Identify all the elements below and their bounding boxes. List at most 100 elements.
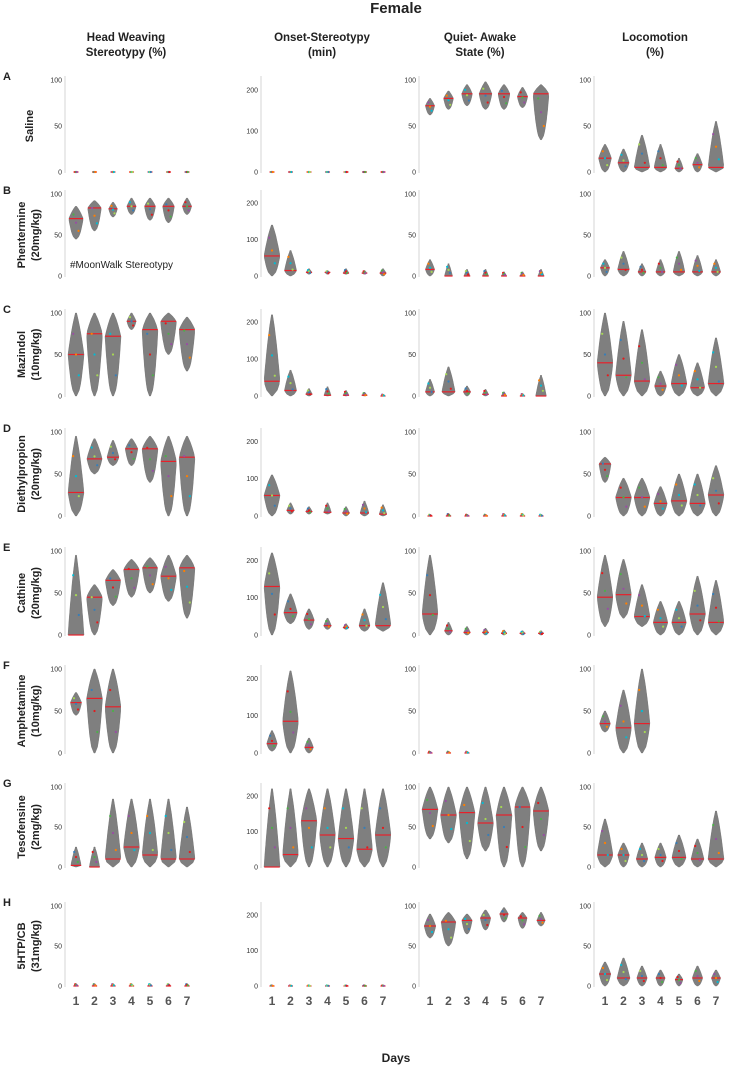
data-point — [272, 744, 275, 748]
data-point — [114, 595, 117, 598]
column-header-head_weaving-line2: Stereotypy (%) — [86, 47, 167, 59]
data-point — [90, 446, 93, 449]
data-point — [713, 972, 716, 976]
day-tick-1: 1 — [73, 994, 80, 1008]
data-point — [657, 262, 661, 265]
data-point — [675, 363, 678, 366]
data-point — [93, 855, 96, 859]
data-point — [427, 262, 430, 265]
data-point — [523, 923, 526, 926]
data-point — [109, 332, 112, 335]
row-label-line1: Mazindol — [16, 331, 28, 378]
data-point — [675, 841, 678, 845]
data-point — [131, 984, 134, 987]
data-point — [467, 273, 470, 276]
data-point — [717, 620, 720, 623]
data-point — [127, 814, 130, 818]
y-tick-label: 50 — [583, 472, 591, 479]
data-point — [603, 589, 607, 593]
data-point — [677, 493, 681, 497]
data-point — [345, 393, 349, 396]
data-point — [642, 859, 646, 863]
data-point — [273, 504, 276, 507]
day-tick-5: 5 — [676, 994, 683, 1008]
data-point — [465, 389, 469, 393]
y-tick-label: 0 — [254, 514, 258, 521]
data-point — [447, 380, 450, 383]
data-point — [383, 273, 386, 276]
data-point — [505, 845, 508, 849]
data-point — [657, 376, 660, 379]
y-tick-label: 0 — [587, 274, 591, 281]
data-point — [445, 94, 448, 97]
data-point — [622, 357, 625, 360]
data-point — [268, 572, 271, 575]
data-point — [625, 376, 628, 379]
data-point — [449, 387, 452, 390]
day-tick-3: 3 — [110, 994, 117, 1008]
y-tick-label: 50 — [583, 825, 591, 832]
panel-grid: 0 50 100 0 100 200 0 50 100 0 50 100 0 50 100 0 100 200 0 5… — [50, 76, 725, 991]
y-tick-label: 100 — [404, 311, 416, 318]
data-point — [90, 688, 93, 692]
data-point — [643, 615, 646, 618]
data-point — [447, 928, 450, 931]
row-letter-C: C — [3, 304, 11, 316]
data-point — [379, 593, 382, 597]
data-point — [639, 969, 642, 973]
panel-C-onset: 0 100 200 — [246, 309, 386, 401]
data-point — [603, 841, 607, 845]
y-tick-label: 50 — [583, 352, 591, 359]
row-label-line2: (2mg/kg) — [30, 804, 42, 850]
panel-H-locomotion: 0 50 100 — [579, 902, 721, 991]
data-point — [540, 514, 543, 517]
data-point — [445, 373, 448, 376]
y-tick-label: 0 — [412, 394, 416, 401]
day-tick-2: 2 — [620, 994, 627, 1008]
data-point — [677, 849, 681, 853]
data-point — [619, 338, 622, 342]
y-tick-label: 100 — [404, 78, 416, 85]
data-point — [643, 378, 646, 381]
y-tick-label: 100 — [50, 549, 62, 556]
panel-F-locomotion: 0 50 100 — [579, 665, 651, 758]
data-point — [619, 573, 622, 576]
y-tick-label: 100 — [579, 430, 591, 437]
data-point — [381, 509, 385, 512]
row-letter-H: H — [3, 897, 11, 909]
data-point — [483, 628, 486, 632]
data-point — [270, 494, 274, 497]
y-tick-label: 100 — [50, 78, 62, 85]
data-point — [146, 814, 149, 818]
data-point — [133, 586, 136, 589]
data-point — [148, 574, 152, 577]
data-point — [329, 846, 332, 849]
data-point — [167, 332, 170, 335]
data-point — [164, 814, 167, 818]
data-point — [292, 731, 295, 734]
data-point — [286, 690, 289, 693]
data-point — [95, 222, 98, 225]
data-point — [659, 500, 662, 503]
y-tick-label: 50 — [54, 472, 62, 479]
data-point — [364, 394, 367, 397]
data-point — [712, 351, 715, 354]
data-point — [698, 166, 701, 169]
data-point — [521, 96, 524, 99]
data-point — [696, 604, 699, 607]
data-point — [605, 725, 609, 728]
data-point — [428, 386, 432, 389]
data-point — [72, 574, 75, 577]
data-point — [268, 807, 271, 810]
row-label-line2: (20mg/kg) — [30, 209, 42, 261]
data-point — [133, 848, 136, 852]
panel-D-quiet_awake: 0 50 100 — [404, 428, 544, 521]
data-point — [486, 923, 489, 927]
data-point — [151, 583, 154, 586]
y-tick-label: 0 — [58, 984, 62, 991]
column-header-onset-line1: Onset-Stereotypy — [274, 32, 370, 44]
data-point — [538, 270, 542, 273]
y-tick-label: 0 — [58, 514, 62, 521]
data-point — [694, 157, 697, 160]
data-point — [601, 572, 604, 575]
